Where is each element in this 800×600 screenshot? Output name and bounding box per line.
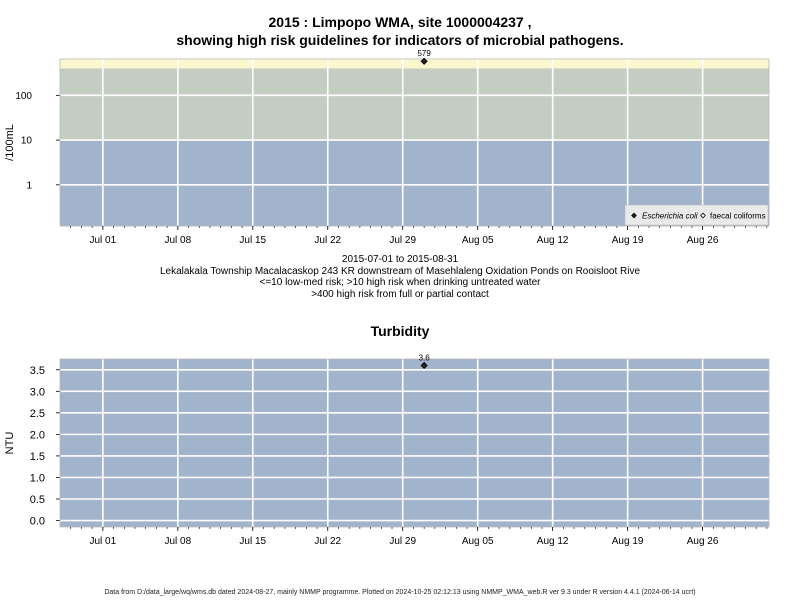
chart1-point-e-coli xyxy=(420,57,428,65)
chart2-y-tick-label: 2.0 xyxy=(30,429,45,441)
chart2-y-tick-label: 0.0 xyxy=(30,516,45,528)
chart2-turbidity: 0.0 0.5 1.0 1.5 2.0 2.5 3.0 3.5 Jul 01 Jul 08 Jul … xyxy=(4,353,770,547)
chart1-x-tick-label: Aug 19 xyxy=(612,235,644,246)
chart1-point-label: 579 xyxy=(417,49,431,58)
chart2-y-tick-label: 3.0 xyxy=(30,386,45,398)
chart1-y-tick-label: 1 xyxy=(26,180,32,191)
chart1-legend-marker-e-coli xyxy=(631,212,637,219)
chart2-plot-background xyxy=(60,359,769,527)
chart1-y-axis-label: /100mL xyxy=(4,124,16,161)
chart1-x-tick-label: Jul 29 xyxy=(389,235,416,246)
chart2-y-tick-label: 1.5 xyxy=(30,451,45,463)
chart1-y-tick-label: 100 xyxy=(15,91,32,102)
chart2-x-tick-label: Jul 29 xyxy=(389,536,416,547)
chart1-notes: 2015-07-01 to 2015-08-31 Lekalakala Town… xyxy=(0,254,800,300)
chart2-y-tick-label: 3.5 xyxy=(30,365,45,377)
chart2-y-tick-label: 2.5 xyxy=(30,408,45,420)
chart1-legend-label-faecal: faecal coliforms xyxy=(710,212,766,221)
chart1-legend-box xyxy=(624,204,769,226)
chart1-x-tick-label: Jul 15 xyxy=(239,235,266,246)
chart1-y-tick-label: 10 xyxy=(21,136,33,147)
chart2-x-tick-label: Aug 19 xyxy=(612,536,644,547)
chart1-x-tick-label: Aug 26 xyxy=(687,235,719,246)
chart2-point-turbidity xyxy=(420,361,428,370)
chart1-x-tick-label: Aug 05 xyxy=(462,235,494,246)
footer-note: Data from D:/data_large/wq/wms.db dated … xyxy=(104,589,696,596)
chart1-note-site: Lekalakala Township Macalacaskop 243 KR … xyxy=(159,265,641,277)
chart1-x-tick-label: Jul 08 xyxy=(164,235,191,246)
chart2-y-axis-label: NTU xyxy=(4,432,16,455)
chart2-x-tick-label: Aug 12 xyxy=(537,536,569,547)
chart1-legend-label-e-coli: Escherichia coli xyxy=(642,212,698,221)
chart2-point-label: 3.6 xyxy=(419,353,431,362)
chart1-band-1 xyxy=(60,68,769,141)
chart1-x-tick-label: Aug 12 xyxy=(537,235,569,246)
chart1-x-tick-label: Jul 22 xyxy=(314,235,341,246)
chart1-legend-marker-faecal xyxy=(700,212,706,219)
chart2-x-tick-label: Aug 26 xyxy=(687,536,719,547)
chart1-note-guideline-high: >400 high risk from full or partial cont… xyxy=(311,288,489,300)
chart2-x-tick-label: Jul 22 xyxy=(314,536,341,547)
chart1-legend: Escherichia coli faecal coliforms xyxy=(624,204,769,226)
chart2-title: Turbidity xyxy=(370,323,430,339)
chart1-microbial: 1 10 100 Jul 01 Jul 08 Jul 15 Jul 22 Jul 29 Aug … xyxy=(4,49,770,246)
chart2-x-tick-label: Jul 01 xyxy=(89,536,116,547)
chart1-plot-frame xyxy=(59,58,770,227)
chart2-y-tick-label: 1.0 xyxy=(30,472,45,484)
chart2-x-tick-label: Jul 15 xyxy=(239,536,266,547)
chart2-plot-frame xyxy=(59,358,770,528)
chart1-band-2 xyxy=(60,59,769,69)
chart2-x-tick-label: Jul 08 xyxy=(164,536,191,547)
chart2-x-tick-label: Aug 05 xyxy=(462,536,494,547)
chart2-y-tick-label: 0.5 xyxy=(30,494,45,506)
chart1-note-guideline-low: <=10 low-med risk; >10 high risk when dr… xyxy=(259,277,541,288)
chart1-x-tick-label: Jul 01 xyxy=(89,235,116,246)
chart1-title-line2: showing high risk guidelines for indicat… xyxy=(176,32,624,48)
chart1-note-date-range: 2015-07-01 to 2015-08-31 xyxy=(341,254,459,265)
chart1-title-line1: 2015 : Limpopo WMA, site 1000004237 , xyxy=(268,14,532,30)
